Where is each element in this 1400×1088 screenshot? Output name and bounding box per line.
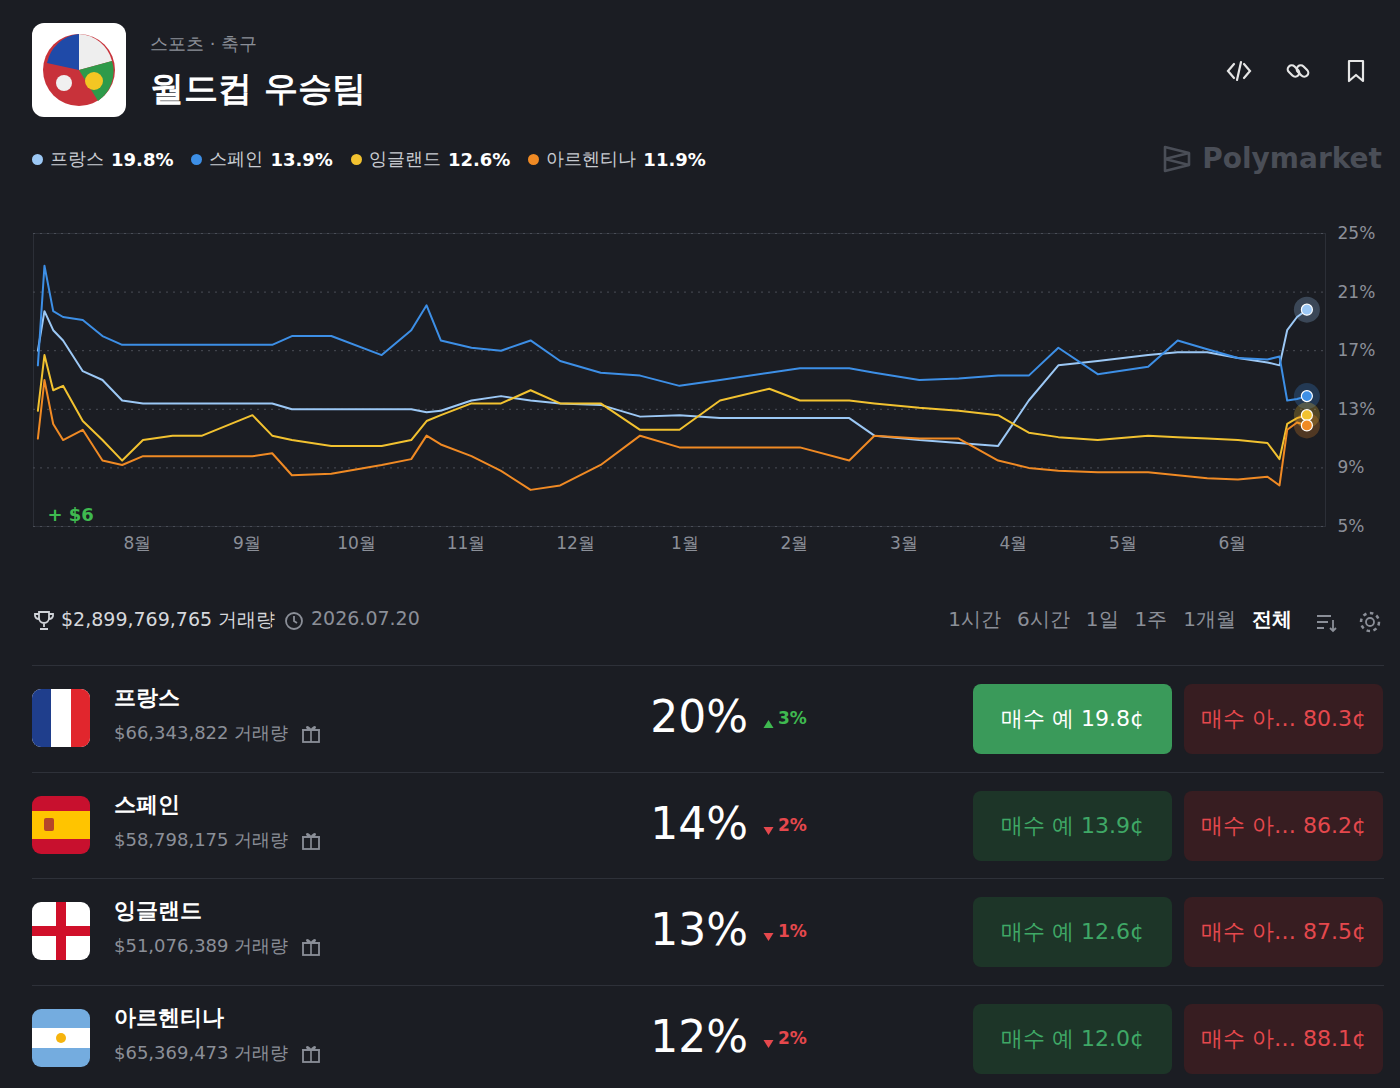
html-text:스포츠 · 축구: 스포츠 · 축구 xyxy=(150,33,258,54)
html-text:1일: 1일 xyxy=(1085,607,1119,631)
html-text:1%: 1% xyxy=(778,921,807,942)
html-text:매수 아… 87.5¢: 매수 아… 87.5¢ xyxy=(1201,919,1366,945)
html-text:2%: 2% xyxy=(778,814,807,835)
html-text:매수 예 12.6¢: 매수 예 12.6¢ xyxy=(1001,919,1144,945)
html-text:스페인: 스페인 xyxy=(114,791,180,817)
svg-text:5%: 5% xyxy=(1338,516,1365,536)
html-text:12%: 12% xyxy=(650,1011,748,1063)
svg-text:8월: 8월 xyxy=(124,533,152,553)
svg-text:6월: 6월 xyxy=(1219,533,1247,553)
svg-text:13%: 13% xyxy=(1338,399,1376,419)
svg-text:1월: 1월 xyxy=(671,533,699,553)
html-text:3%: 3% xyxy=(778,708,807,728)
html-text:1주: 1주 xyxy=(1134,607,1168,631)
svg-text:10월: 10월 xyxy=(337,533,376,553)
html-text:잉글랜드: 잉글랜드 xyxy=(114,898,202,924)
svg-text:12월: 12월 xyxy=(556,533,595,553)
html-text:매수 예 19.8¢: 매수 예 19.8¢ xyxy=(1001,706,1144,731)
html-text:프랑스 19.8%: 프랑스 19.8% xyxy=(50,148,174,170)
html-text:매수 아… 86.2¢: 매수 아… 86.2¢ xyxy=(1201,812,1366,838)
html-text:$66,343,822 거래량: $66,343,822 거래량 xyxy=(114,722,289,743)
html-text:1시간: 1시간 xyxy=(948,607,1002,631)
html-text:1개월: 1개월 xyxy=(1183,607,1236,631)
html-text:20%: 20% xyxy=(650,691,748,742)
html-text:2026.07.20: 2026.07.20 xyxy=(311,607,420,629)
html-text:프랑스: 프랑스 xyxy=(114,685,180,710)
svg-text:9%: 9% xyxy=(1338,457,1365,477)
svg-text:4월: 4월 xyxy=(1000,533,1028,553)
html-text:Polymarket: Polymarket xyxy=(1202,142,1382,175)
html-text:아르헨티나 11.9%: 아르헨티나 11.9% xyxy=(546,148,706,170)
html-text:전체: 전체 xyxy=(1252,607,1292,631)
html-text:매수 예 12.0¢: 매수 예 12.0¢ xyxy=(1001,1026,1144,1052)
html-text:스페인 13.9%: 스페인 13.9% xyxy=(209,148,333,170)
svg-text:+ $6: + $6 xyxy=(48,504,94,525)
svg-text:17%: 17% xyxy=(1338,340,1376,360)
html-text:$51,076,389 거래량: $51,076,389 거래량 xyxy=(114,935,289,957)
html-text:매수 예 13.9¢: 매수 예 13.9¢ xyxy=(1001,812,1144,838)
html-text:$58,798,175 거래량: $58,798,175 거래량 xyxy=(114,828,289,850)
html-text:매수 아… 80.3¢: 매수 아… 80.3¢ xyxy=(1201,706,1366,731)
svg-text:2월: 2월 xyxy=(781,533,809,553)
html-text:월드컵 우승팀: 월드컵 우승팀 xyxy=(150,68,366,108)
html-text:14%: 14% xyxy=(650,797,748,849)
html-text:2%: 2% xyxy=(778,1028,807,1049)
html-text:$2,899,769,765 거래량: $2,899,769,765 거래량 xyxy=(61,608,276,630)
html-text:$65,369,473 거래량: $65,369,473 거래량 xyxy=(114,1042,289,1064)
html-text:잉글랜드 12.6%: 잉글랜드 12.6% xyxy=(368,148,511,170)
svg-text:5월: 5월 xyxy=(1109,533,1137,553)
svg-text:9월: 9월 xyxy=(233,533,261,553)
svg-text:21%: 21% xyxy=(1338,282,1376,302)
html-text:매수 아… 88.1¢: 매수 아… 88.1¢ xyxy=(1201,1026,1366,1052)
svg-text:25%: 25% xyxy=(1338,223,1376,243)
html-text:13%: 13% xyxy=(650,904,748,956)
html-text:6시간: 6시간 xyxy=(1017,607,1070,631)
html-text:아르헨티나: 아르헨티나 xyxy=(114,1005,224,1031)
svg-text:11월: 11월 xyxy=(447,533,486,553)
svg-text:3월: 3월 xyxy=(890,533,918,553)
